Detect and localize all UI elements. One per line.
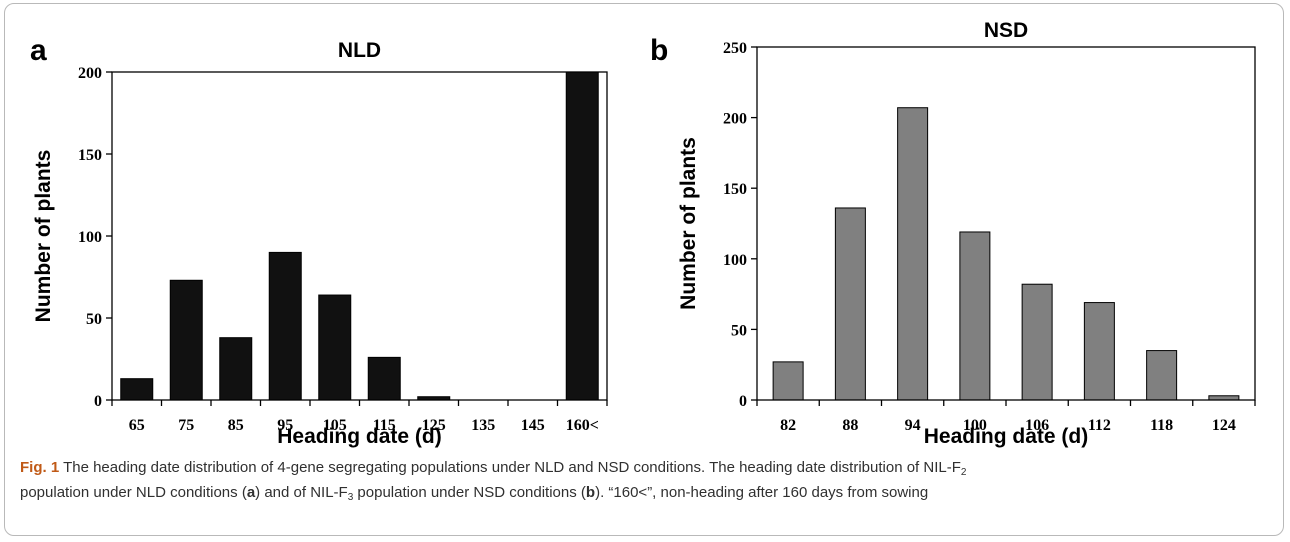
bar-115 [367,356,401,401]
bar-94 [897,107,929,401]
bar-105 [318,294,352,401]
bar-160< [565,71,599,401]
chart-panel-b: b NSD 0 50 100 150 200 250 82 88 94 100 106 112 118 124… [650,19,1256,448]
caption-ref-a: a [246,484,256,501]
y-tick-label: 200 [723,111,747,128]
bar-75 [169,279,203,401]
x-tick-label: 145 [521,417,545,434]
y-tick-label: 200 [78,65,102,82]
y-tick-label: 100 [78,229,102,246]
y-tick-label: 100 [723,252,747,269]
x-tick-label: 85 [228,417,244,434]
y-tick-label: 150 [723,181,747,198]
caption-sub-2: 3 [347,492,354,503]
bar-118 [1146,350,1178,401]
caption-ref-b: b [585,484,596,501]
y-tick-label: 150 [78,147,102,164]
x-tick-label: 160< [566,417,599,434]
plot-frame [756,46,1256,401]
y-tick-label: 50 [731,322,747,339]
y-axis-label: Number of plants [32,150,55,323]
y-axis-label: Number of plants [677,137,700,310]
x-tick-label: 88 [842,417,858,434]
y-tick-label: 50 [86,311,102,328]
x-tick-label: 100 [963,417,987,434]
x-tick-label: 118 [1150,417,1173,434]
caption-text-2c: population under NSD conditions ( [353,484,586,501]
x-axis-label: Heading date (d) [924,425,1089,448]
figure-frame [4,3,1284,536]
panel-label: a [30,34,47,67]
caption-fig-label: Fig. 1 [20,459,60,476]
bar-106 [1021,283,1053,401]
x-tick-label: 125 [422,417,446,434]
bar-88 [834,207,866,401]
caption-text-2b: ) and of NIL-F [255,484,348,501]
caption-sub-1: 2 [960,467,967,478]
y-tick-label: 0 [739,393,747,410]
bar-100 [959,231,991,401]
caption-text-2a: population under NLD conditions ( [20,484,247,501]
x-tick-label: 82 [780,417,796,434]
x-tick-label: 75 [178,417,194,434]
bar-95 [268,251,302,401]
bar-82 [772,361,804,401]
chart-title: NSD [984,19,1028,42]
x-tick-label: 106 [1025,417,1049,434]
x-tick-label: 124 [1212,417,1236,434]
x-tick-label: 135 [471,417,495,434]
caption-text-2d: ). “160<”, non-heading after 160 days fr… [595,484,929,501]
y-tick-label: 0 [94,393,102,410]
x-tick-label: 105 [323,417,347,434]
x-tick-label: 112 [1088,417,1111,434]
x-tick-label: 94 [905,417,921,434]
panel-label: b [650,34,668,67]
bar-112 [1083,302,1115,401]
chart-panel-a: a NLD 0 50 100 150 200 65 75 85 95 105 115 125 135 145 1… [30,34,608,448]
caption-line-1: Fig. 1 The heading date distribution of … [20,455,1275,480]
bar-65 [120,378,154,401]
y-tick-label: 250 [723,40,747,57]
caption-line-2: population under NLD conditions (a) and … [20,480,1275,505]
caption-text-1: The heading date distribution of 4-gene … [63,459,961,476]
x-axis-label: Heading date (d) [277,425,442,448]
x-tick-label: 65 [129,417,145,434]
x-tick-label: 115 [373,417,396,434]
figure-caption: Fig. 1 The heading date distribution of … [20,455,1275,505]
bar-85 [219,337,253,401]
x-tick-label: 95 [277,417,293,434]
chart-title: NLD [338,39,381,62]
